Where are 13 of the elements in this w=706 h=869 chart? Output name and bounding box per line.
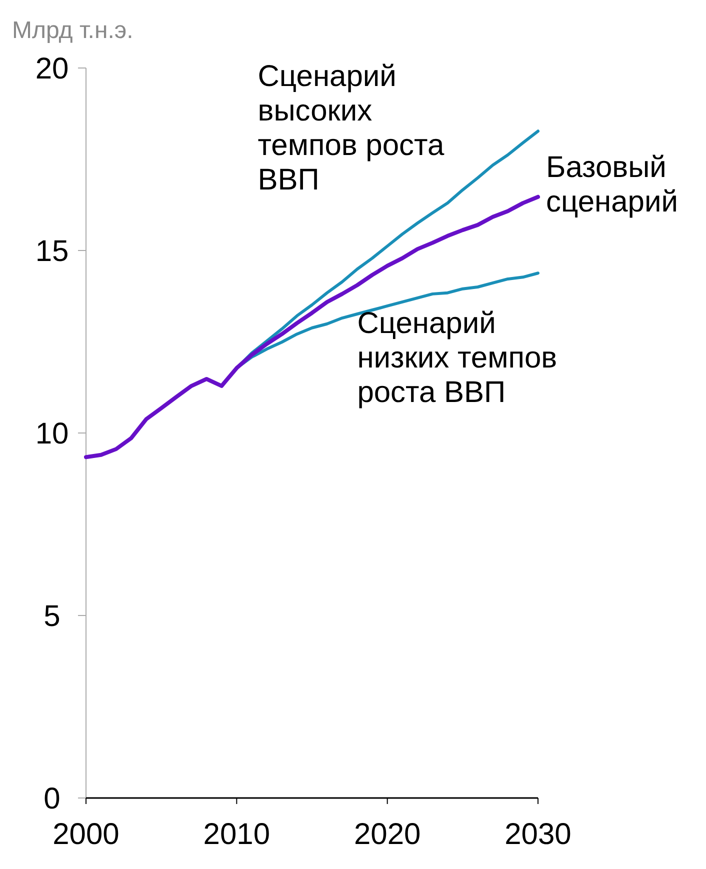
y-tick-label: 5 bbox=[44, 600, 60, 633]
series-label: Базовый сценарий bbox=[546, 150, 678, 218]
y-tick-label: 20 bbox=[35, 52, 69, 86]
x-tick-label: 2030 bbox=[504, 818, 572, 851]
series-label: Сценарий низких темпов роста ВВП bbox=[357, 307, 558, 410]
y-tick-label: 10 bbox=[35, 418, 69, 450]
y-axis-title: Млрд т.н.э. bbox=[12, 17, 134, 44]
x-tick-label: 2000 bbox=[52, 818, 120, 851]
x-tick-label: 2020 bbox=[354, 818, 421, 851]
x-tick-label: 2010 bbox=[203, 818, 270, 851]
y-tick-label: 0 bbox=[44, 782, 60, 816]
series-label: Сценарий высоких темпов роста ВВП bbox=[258, 60, 444, 196]
y-tick-label: 15 bbox=[35, 235, 69, 268]
